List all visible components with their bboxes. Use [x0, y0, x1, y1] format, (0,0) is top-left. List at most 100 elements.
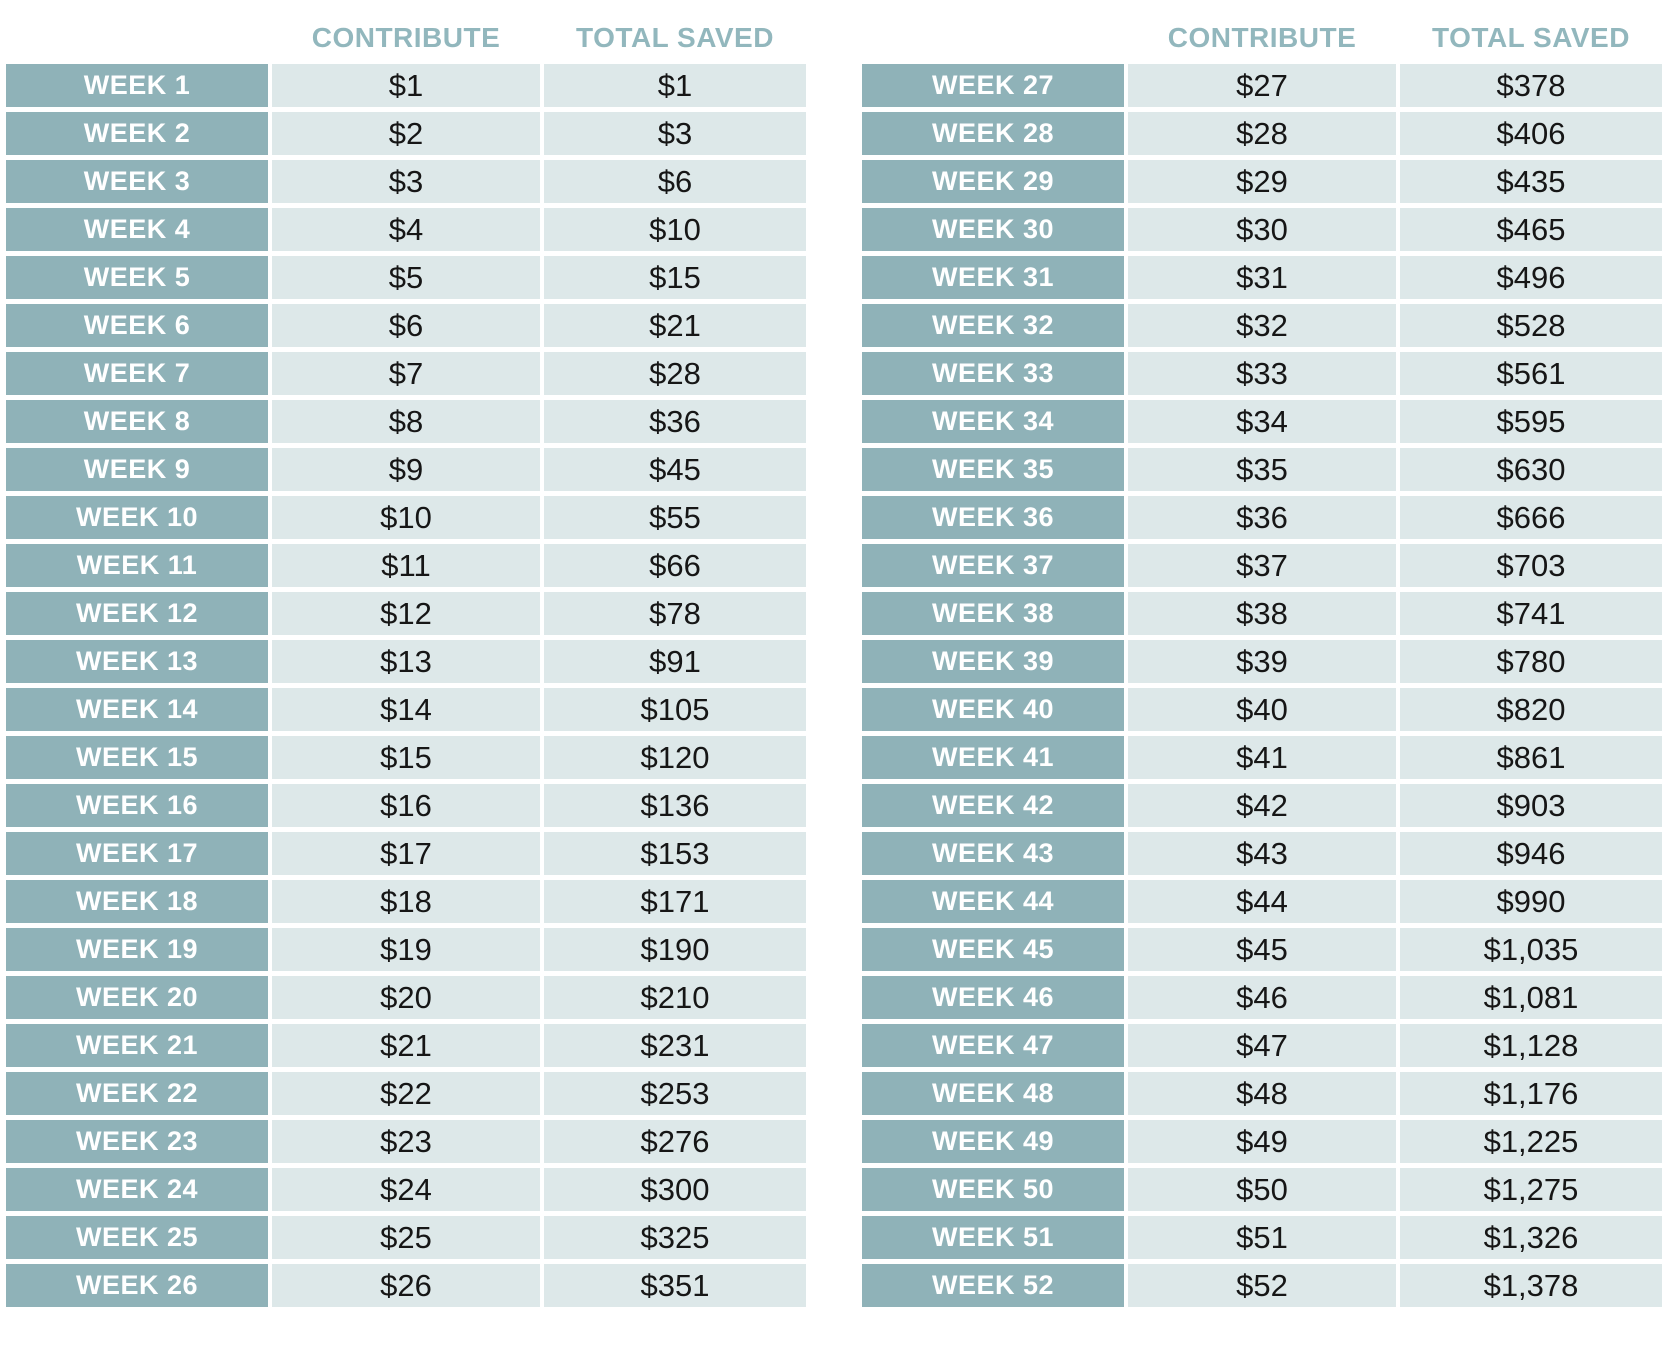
- contribute-value: $42: [1128, 784, 1396, 827]
- contribute-value: $38: [1128, 592, 1396, 635]
- contribute-value: $37: [1128, 544, 1396, 587]
- total-saved-value: $28: [544, 352, 806, 395]
- contribute-value: $13: [272, 640, 540, 683]
- total-saved-value: $1: [544, 64, 806, 107]
- week-label: WEEK 50: [862, 1168, 1124, 1211]
- contribute-value: $45: [1128, 928, 1396, 971]
- total-saved-value: $1,225: [1400, 1120, 1662, 1163]
- total-saved-value: $1,035: [1400, 928, 1662, 971]
- contribute-value: $22: [272, 1072, 540, 1115]
- contribute-value: $4: [272, 208, 540, 251]
- total-saved-value: $136: [544, 784, 806, 827]
- contribute-value: $9: [272, 448, 540, 491]
- contribute-value: $17: [272, 832, 540, 875]
- contribute-value: $1: [272, 64, 540, 107]
- total-saved-value: $325: [544, 1216, 806, 1259]
- total-saved-header: TOTAL SAVED: [576, 22, 774, 53]
- week-label: WEEK 16: [6, 784, 268, 827]
- contribute-value: $47: [1128, 1024, 1396, 1067]
- week-label: WEEK 45: [862, 928, 1124, 971]
- week-label: WEEK 5: [6, 256, 268, 299]
- week-label: WEEK 1: [6, 64, 268, 107]
- total-saved-value: $36: [544, 400, 806, 443]
- week-label: WEEK 31: [862, 256, 1124, 299]
- total-saved-value: $820: [1400, 688, 1662, 731]
- total-saved-value: $105: [544, 688, 806, 731]
- contribute-value: $23: [272, 1120, 540, 1163]
- total-saved-value: $861: [1400, 736, 1662, 779]
- week-label: WEEK 51: [862, 1216, 1124, 1259]
- contribute-value: $50: [1128, 1168, 1396, 1211]
- total-saved-value: $45: [544, 448, 806, 491]
- contribute-value: $24: [272, 1168, 540, 1211]
- contribute-value: $35: [1128, 448, 1396, 491]
- week-label: WEEK 6: [6, 304, 268, 347]
- contribute-value: $15: [272, 736, 540, 779]
- savings-table-weeks-1-26: CONTRIBUTE TOTAL SAVED WEEK 1 $1 $1 WEEK 2 $…: [6, 10, 806, 1307]
- total-saved-value: $3: [544, 112, 806, 155]
- total-saved-value: $351: [544, 1264, 806, 1307]
- week-label: WEEK 43: [862, 832, 1124, 875]
- week-label: WEEK 4: [6, 208, 268, 251]
- contribute-value: $28: [1128, 112, 1396, 155]
- contribute-value: $12: [272, 592, 540, 635]
- week-label: WEEK 28: [862, 112, 1124, 155]
- contribute-value: $44: [1128, 880, 1396, 923]
- contribute-value: $11: [272, 544, 540, 587]
- week-label: WEEK 24: [6, 1168, 268, 1211]
- week-label: WEEK 21: [6, 1024, 268, 1067]
- contribute-value: $3: [272, 160, 540, 203]
- week-label: WEEK 39: [862, 640, 1124, 683]
- week-label: WEEK 34: [862, 400, 1124, 443]
- week-label: WEEK 29: [862, 160, 1124, 203]
- week-label: WEEK 30: [862, 208, 1124, 251]
- contribute-value: $31: [1128, 256, 1396, 299]
- week-label: WEEK 46: [862, 976, 1124, 1019]
- week-label: WEEK 26: [6, 1264, 268, 1307]
- total-saved-header: TOTAL SAVED: [1432, 22, 1630, 53]
- week-label: WEEK 12: [6, 592, 268, 635]
- contribute-value: $16: [272, 784, 540, 827]
- contribute-value: $8: [272, 400, 540, 443]
- week-label: WEEK 14: [6, 688, 268, 731]
- contribute-value: $40: [1128, 688, 1396, 731]
- contribute-value: $52: [1128, 1264, 1396, 1307]
- total-saved-value: $276: [544, 1120, 806, 1163]
- week-label: WEEK 23: [6, 1120, 268, 1163]
- week-label: WEEK 20: [6, 976, 268, 1019]
- contribute-value: $7: [272, 352, 540, 395]
- contribute-header: CONTRIBUTE: [311, 22, 501, 53]
- total-saved-value: $406: [1400, 112, 1662, 155]
- week-label: WEEK 2: [6, 112, 268, 155]
- total-saved-value: $120: [544, 736, 806, 779]
- total-saved-value: $595: [1400, 400, 1662, 443]
- total-saved-value: $990: [1400, 880, 1662, 923]
- contribute-value: $34: [1128, 400, 1396, 443]
- total-saved-value: $1,378: [1400, 1264, 1662, 1307]
- week-label: WEEK 25: [6, 1216, 268, 1259]
- week-label: WEEK 22: [6, 1072, 268, 1115]
- week-label: WEEK 10: [6, 496, 268, 539]
- total-saved-value: $10: [544, 208, 806, 251]
- contribute-value: $27: [1128, 64, 1396, 107]
- contribute-value: $6: [272, 304, 540, 347]
- week-label: WEEK 27: [862, 64, 1124, 107]
- contribute-value: $25: [272, 1216, 540, 1259]
- contribute-value: $43: [1128, 832, 1396, 875]
- contribute-header: CONTRIBUTE: [1167, 22, 1357, 53]
- savings-table-weeks-27-52: CONTRIBUTE TOTAL SAVED WEEK 27 $27 $378 WEE…: [862, 10, 1662, 1307]
- total-saved-value: $1,128: [1400, 1024, 1662, 1067]
- total-saved-value: $6: [544, 160, 806, 203]
- week-label: WEEK 47: [862, 1024, 1124, 1067]
- total-saved-value: $903: [1400, 784, 1662, 827]
- week-label: WEEK 49: [862, 1120, 1124, 1163]
- contribute-value: $19: [272, 928, 540, 971]
- week-label: WEEK 17: [6, 832, 268, 875]
- week-label: WEEK 9: [6, 448, 268, 491]
- total-saved-value: $55: [544, 496, 806, 539]
- week-label: WEEK 3: [6, 160, 268, 203]
- contribute-value: $51: [1128, 1216, 1396, 1259]
- contribute-value: $26: [272, 1264, 540, 1307]
- contribute-value: $29: [1128, 160, 1396, 203]
